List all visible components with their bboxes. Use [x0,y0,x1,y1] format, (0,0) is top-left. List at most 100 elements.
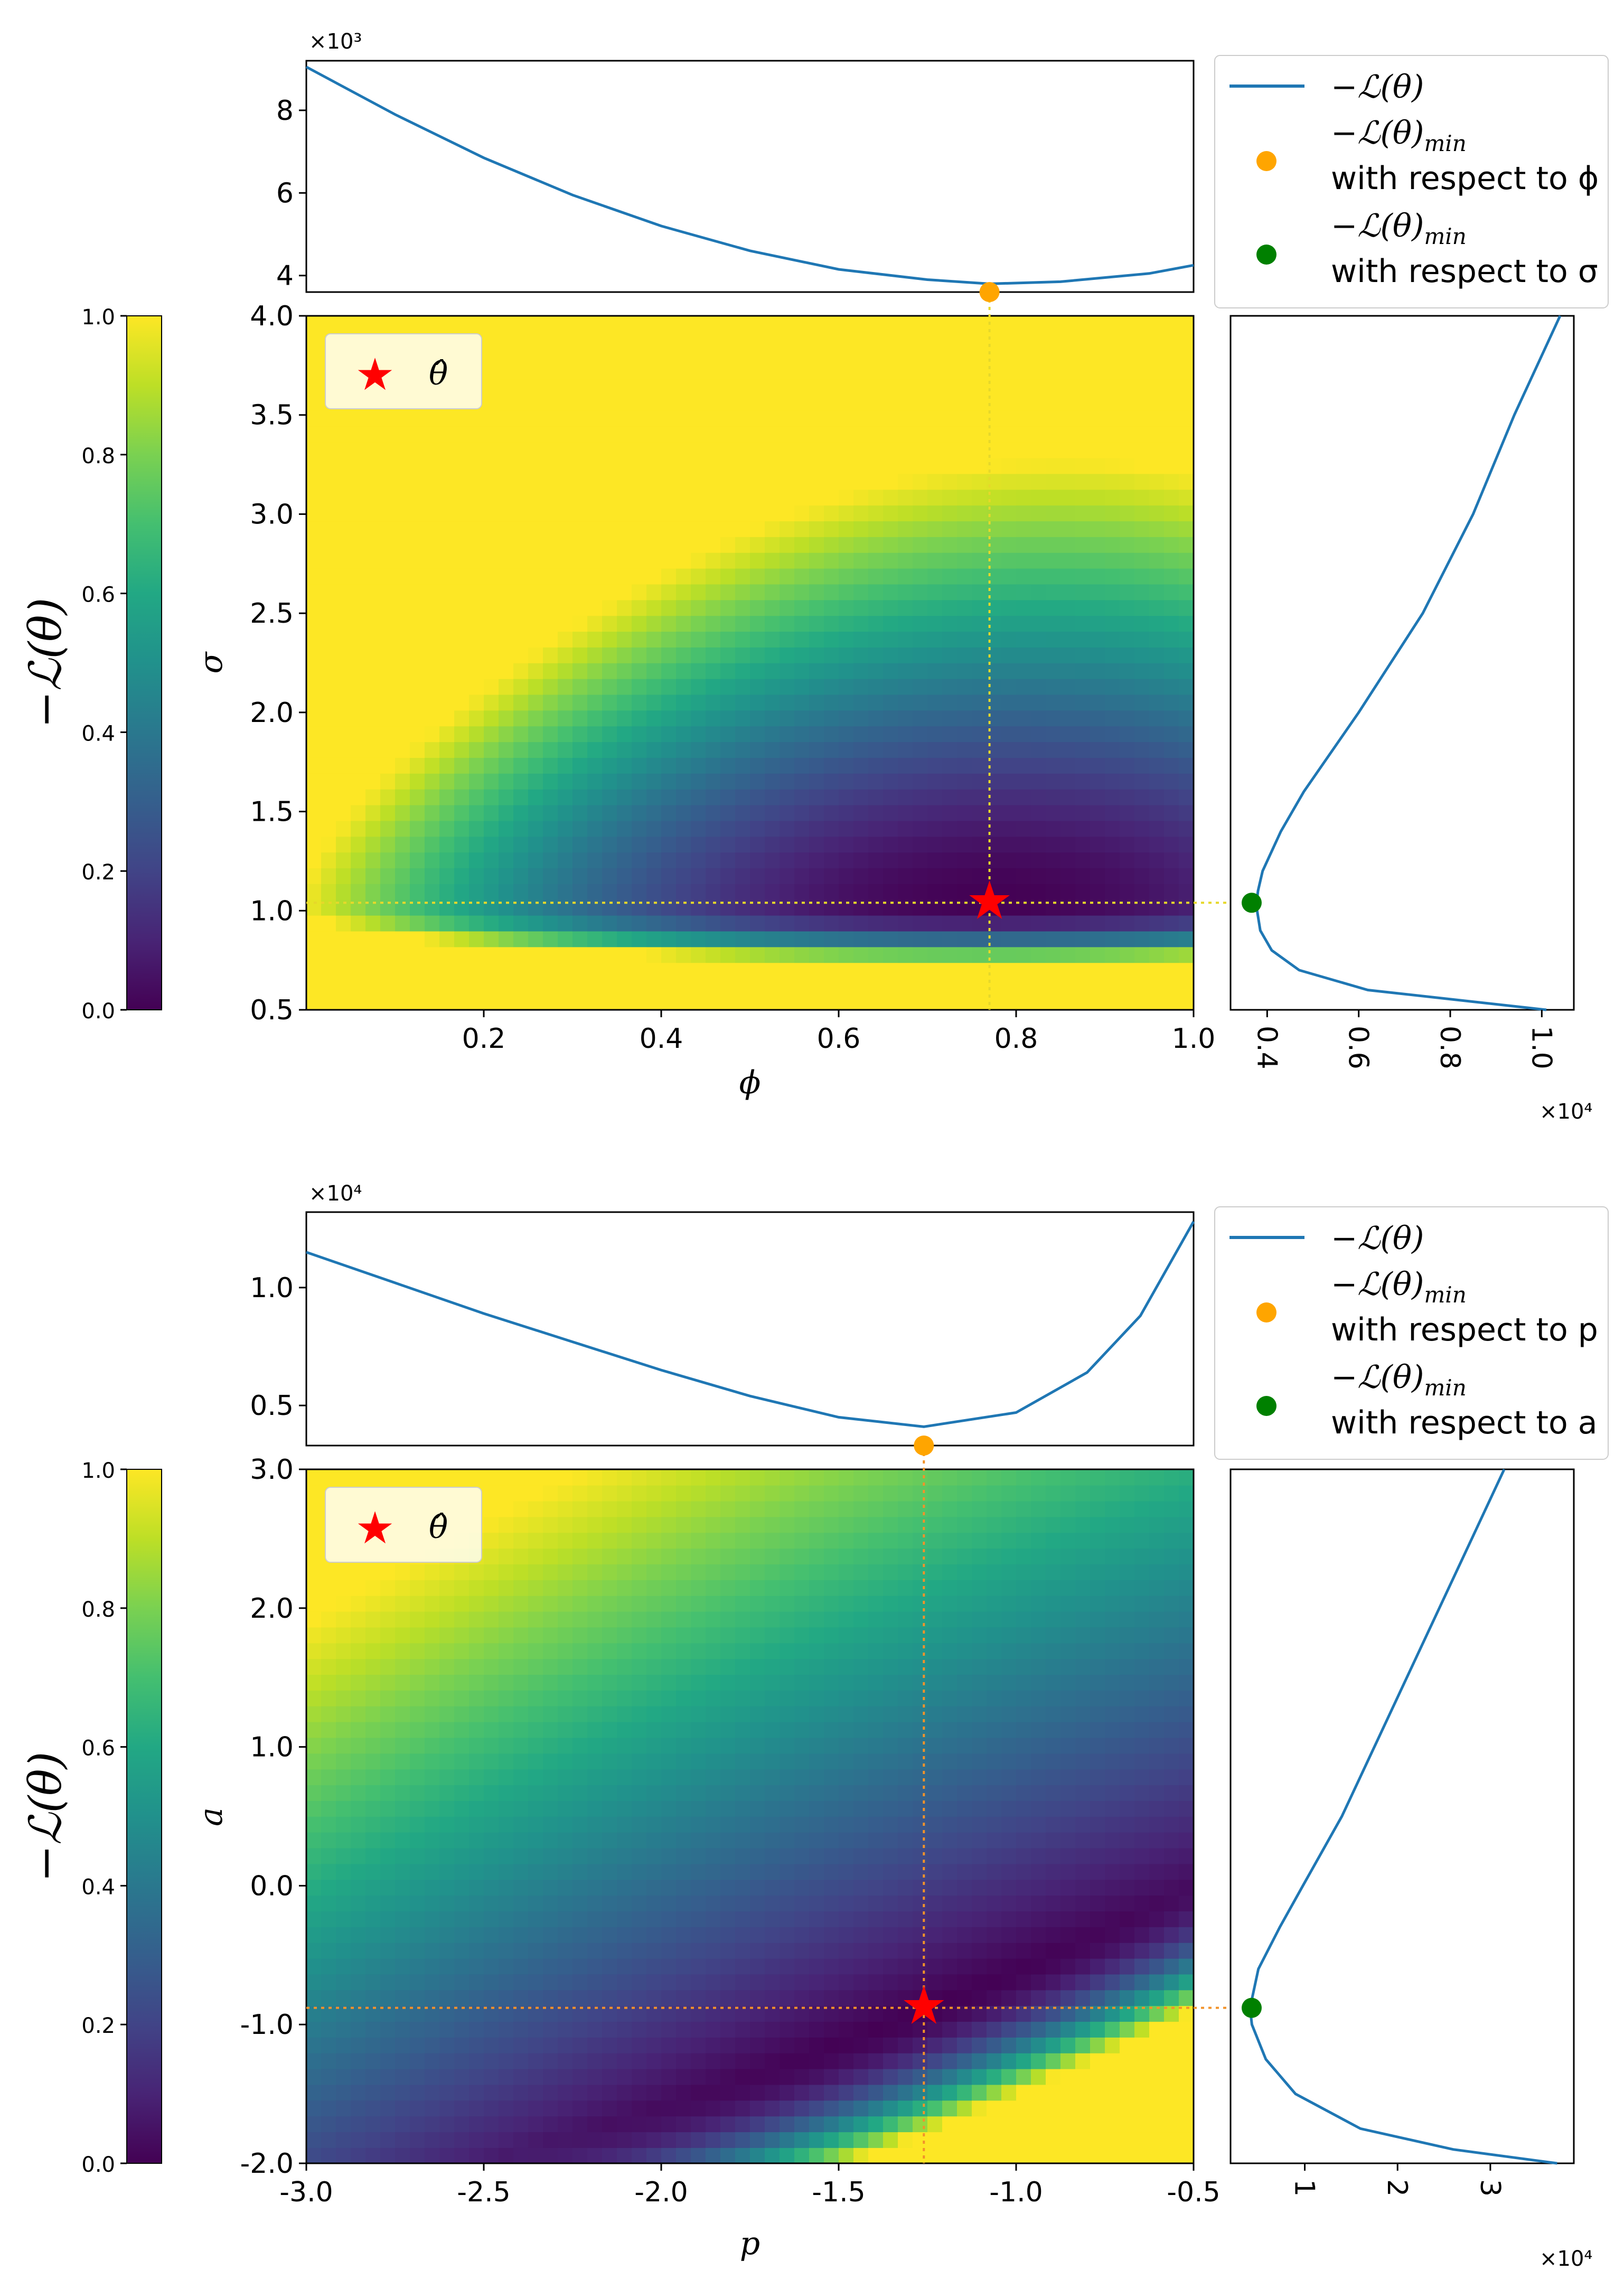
top-profile-tick-label: 4 [276,260,294,292]
colorbar-top-label: −ℒ(θ) [20,598,71,728]
heatmap-top-cell [972,647,987,663]
heatmap-bottom-cell [454,1879,470,1896]
heatmap-top-cell [1105,884,1120,900]
heatmap-bottom-cell [617,1595,632,1612]
heatmap-bottom-cell [395,1690,410,1706]
heatmap-top-cell [942,852,957,869]
heatmap-top-cell [528,742,543,758]
heatmap-top-cell [735,868,750,884]
heatmap-bottom-cell [735,2052,750,2069]
heatmap-bottom-cell [913,1863,928,1880]
heatmap-top-cell [839,631,854,648]
heatmap-top-cell [809,379,824,396]
heatmap-bottom-cell [676,1564,691,1580]
heatmap-top-cell [735,599,750,616]
heatmap-bottom-cell [306,1658,322,1675]
heatmap-top-cell [661,457,677,474]
heatmap-bottom-cell [484,1753,499,1770]
heatmap-top-cell [439,457,455,474]
heatmap-top-cell [853,994,869,1010]
heatmap-bottom-cell [691,2037,706,2053]
heatmap-top-cell [839,347,854,364]
heatmap-bottom-cell [1016,1516,1031,1533]
heatmap-top-cell [439,820,455,837]
heatmap-top-cell [735,426,750,443]
heatmap-bottom-cell [972,1737,987,1754]
heatmap-bottom-cell [351,1847,366,1864]
heatmap-top-cell [543,379,558,396]
heatmap-bottom-cell [602,1643,617,1659]
heatmap-bottom-cell [499,1721,514,1738]
heatmap-top-cell [794,631,810,648]
heatmap-bottom-cell [750,1737,765,1754]
heatmap-bottom-cell [365,1753,381,1770]
heatmap-top-cell [853,537,869,553]
heatmap-top-cell [868,773,884,790]
heatmap-bottom-cell [839,2052,854,2069]
heatmap-bottom-cell [543,2021,558,2038]
heatmap-bottom-cell [632,2116,647,2133]
heatmap-top-cell [543,584,558,601]
heatmap-top-cell [824,331,839,348]
heatmap-top-cell [1001,599,1017,616]
heatmap-top-cell [602,489,617,506]
heatmap-bottom-cell [957,1485,972,1502]
heatmap-top-cell [410,884,425,900]
heatmap-top-cell [306,631,322,648]
heatmap-bottom-cell [1016,1674,1031,1691]
heatmap-bottom-cell [1016,1643,1031,1659]
heatmap-top-cell [1105,552,1120,569]
heatmap-top-cell [469,631,484,648]
heatmap-top-cell [1031,584,1046,601]
heatmap-top-cell [306,962,322,979]
heatmap-top-cell [913,773,928,790]
heatmap-top-cell [528,726,543,743]
heatmap-top-cell [513,473,529,490]
heatmap-top-cell [824,473,839,490]
legend-top-min-text-1: −ℒ(θ) [1331,115,1424,152]
heatmap-top-cell [809,647,824,663]
heatmap-top-cell [543,868,558,884]
legend-top-min-sub-1: min [1424,130,1466,156]
heatmap-bottom-cell [572,1927,588,1943]
heatmap-bottom-cell [735,1469,750,1486]
heatmap-bottom-cell [1001,1785,1017,1801]
bottom-panel: 0.00.20.40.60.81.0 −ℒ(θ) ★-3.0 -2.5 -2.0 -1… [20,1181,1609,2270]
heatmap-top-cell [306,789,322,805]
heatmap-top-cell [395,946,410,963]
heatmap-bottom-cell [824,1674,839,1691]
heatmap-top-cell [1149,395,1165,411]
heatmap-bottom-cell [617,1769,632,1786]
heatmap-bottom-cell [691,1516,706,1533]
heatmap-top-cell [1164,316,1179,332]
heatmap-bottom-cell [868,2021,884,2038]
heatmap-top-cell [1105,962,1120,979]
heatmap-bottom-cell [750,2116,765,2133]
heatmap-bottom-cell [824,1690,839,1706]
heatmap-bottom-cell [780,1927,795,1943]
heatmap-top-cell [572,316,588,332]
heatmap-bottom-cell [706,1500,721,1517]
heatmap-top-cell [794,316,810,332]
heatmap-top-cell [1105,599,1120,616]
heatmap-bottom-cell [558,1516,573,1533]
heatmap-bottom-cell [587,1705,603,1722]
heatmap-top-cell [898,552,913,569]
heatmap-bottom-cell [513,1769,529,1786]
heatmap-bottom-cell [425,1737,440,1754]
heatmap-top-cell [913,946,928,963]
heatmap-top-cell [1179,946,1194,963]
heatmap-top-cell [883,599,898,616]
heatmap-top-cell [1031,521,1046,537]
heatmap-top-cell [780,599,795,616]
heatmap-top-cell [691,379,706,396]
heatmap-bottom-cell [1060,2068,1076,2085]
heatmap-top-cell [720,962,736,979]
heatmap-top-cell [646,678,662,695]
heatmap-bottom-cell [602,1847,617,1864]
heatmap-bottom-cell [824,1564,839,1580]
heatmap-bottom-cell [602,2052,617,2069]
heatmap-bottom-cell [306,2116,322,2133]
heatmap-top-cell [765,584,780,601]
heatmap-top-cell [957,552,972,569]
